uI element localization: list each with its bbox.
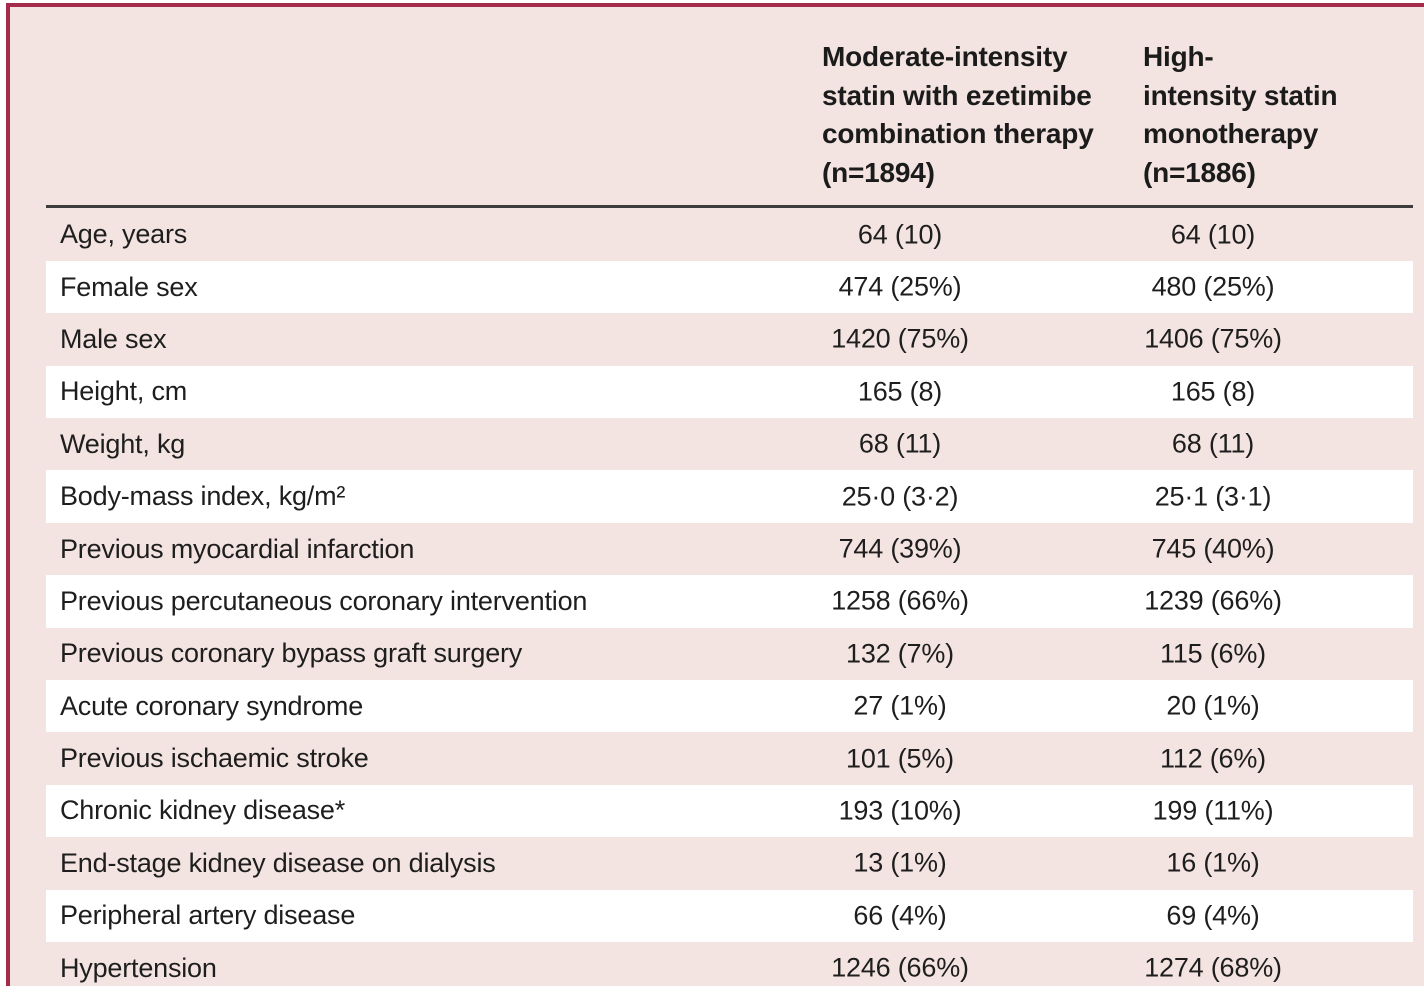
cell-high-value: 25·1 (3·1) — [1013, 481, 1413, 512]
row-label: Peripheral artery disease — [46, 900, 355, 931]
table-row-previous-pci: Previous percutaneous coronary intervent… — [46, 575, 1413, 627]
table-row-peripheral-artery-disease: Peripheral artery disease 66 (4%) 69 (4%… — [46, 890, 1413, 942]
table-row-bmi: Body-mass index, kg/m² 25·0 (3·2) 25·1 (… — [46, 470, 1413, 522]
cell-high-value: 1239 (66%) — [1013, 586, 1413, 617]
row-label: Acute coronary syndrome — [46, 691, 363, 722]
row-label: Age, years — [46, 219, 187, 250]
table-row-acute-coronary-syndrome: Acute coronary syndrome 27 (1%) 20 (1%) — [46, 680, 1413, 732]
row-label: Previous percutaneous coronary intervent… — [46, 586, 587, 617]
row-label: Body-mass index, kg/m² — [46, 481, 345, 512]
cell-high-value: 165 (8) — [1013, 376, 1413, 407]
table-row-weight: Weight, kg 68 (11) 68 (11) — [46, 418, 1413, 470]
row-label: Hypertension — [46, 953, 217, 984]
table-row-previous-cabg: Previous coronary bypass graft surgery 1… — [46, 628, 1413, 680]
cell-high-value: 1274 (68%) — [1013, 953, 1413, 984]
cell-high-value: 1406 (75%) — [1013, 324, 1413, 355]
table-row-height: Height, cm 165 (8) 165 (8) — [46, 366, 1413, 418]
table-body: Age, years 64 (10) 64 (10) Female sex 47… — [46, 209, 1413, 994]
table-row-age: Age, years 64 (10) 64 (10) — [46, 209, 1413, 261]
cell-high-value: 16 (1%) — [1013, 848, 1413, 879]
table-panel: Moderate-intensity statin with ezetimibe… — [6, 3, 1424, 986]
table-row-male-sex: Male sex 1420 (75%) 1406 (75%) — [46, 313, 1413, 365]
table-row-chronic-kidney-disease: Chronic kidney disease* 193 (10%) 199 (1… — [46, 785, 1413, 837]
cell-high-value: 115 (6%) — [1013, 638, 1413, 669]
cell-high-value: 68 (11) — [1013, 429, 1413, 460]
cell-high-value: 480 (25%) — [1013, 272, 1413, 303]
row-label: Female sex — [46, 272, 198, 303]
cell-high-value: 64 (10) — [1013, 219, 1413, 250]
row-label: Height, cm — [46, 376, 187, 407]
row-label: Male sex — [46, 324, 166, 355]
row-label: End-stage kidney disease on dialysis — [46, 848, 496, 879]
cell-high-value: 745 (40%) — [1013, 534, 1413, 565]
column-header-moderate-intensity: Moderate-intensity statin with ezetimibe… — [822, 38, 1142, 192]
row-label: Previous myocardial infarction — [46, 534, 414, 565]
table-row-female-sex: Female sex 474 (25%) 480 (25%) — [46, 261, 1413, 313]
cell-high-value: 20 (1%) — [1013, 691, 1413, 722]
row-label: Previous coronary bypass graft surgery — [46, 638, 522, 669]
cell-high-value: 112 (6%) — [1013, 743, 1413, 774]
row-label: Previous ischaemic stroke — [46, 743, 369, 774]
table-row-hypertension: Hypertension 1246 (66%) 1274 (68%) — [46, 942, 1413, 994]
row-label: Weight, kg — [46, 429, 185, 460]
table-row-previous-mi: Previous myocardial infarction 744 (39%)… — [46, 523, 1413, 575]
table-row-end-stage-kidney-disease: End-stage kidney disease on dialysis 13 … — [46, 837, 1413, 889]
cell-high-value: 69 (4%) — [1013, 900, 1413, 931]
table-row-previous-ischaemic-stroke: Previous ischaemic stroke 101 (5%) 112 (… — [46, 732, 1413, 784]
row-label: Chronic kidney disease* — [46, 795, 345, 826]
column-header-high-intensity: High- intensity statin monotherapy (n=18… — [1143, 38, 1424, 192]
cell-high-value: 199 (11%) — [1013, 795, 1413, 826]
